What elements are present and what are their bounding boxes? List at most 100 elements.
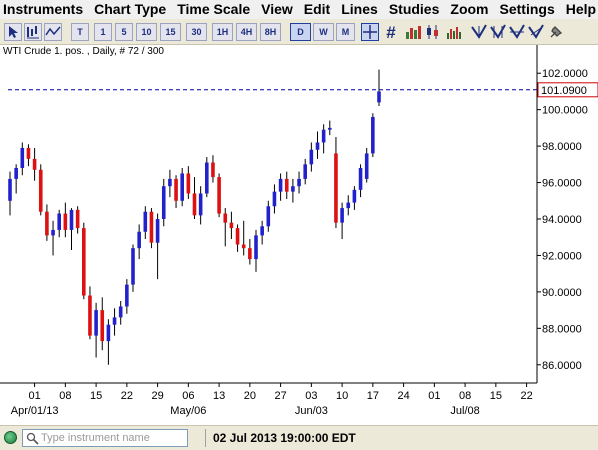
timeframe-button-30[interactable]: 30 bbox=[186, 23, 207, 41]
date-tick-label: 22 bbox=[520, 390, 532, 402]
candle-body bbox=[192, 193, 197, 216]
candle-body bbox=[205, 162, 209, 194]
hash-icon[interactable]: # bbox=[382, 23, 400, 41]
candle-body bbox=[45, 211, 49, 236]
pin-icon[interactable] bbox=[547, 23, 565, 41]
date-tick-label: 06 bbox=[182, 390, 194, 402]
status-separator bbox=[205, 429, 206, 447]
date-tick-label: 10 bbox=[336, 390, 348, 402]
candle-body bbox=[315, 142, 320, 150]
candle-body bbox=[180, 173, 184, 201]
date-tick-label: 24 bbox=[397, 390, 409, 402]
timeframe-button-4h[interactable]: 4H bbox=[236, 23, 257, 41]
candle-body bbox=[223, 213, 228, 223]
candle-body bbox=[51, 229, 55, 236]
candle-body bbox=[20, 147, 25, 168]
instrument-search-input[interactable] bbox=[41, 430, 186, 446]
connection-status-icon bbox=[4, 431, 17, 444]
timeframe-button-d[interactable]: D bbox=[290, 23, 311, 41]
menu-time-scale[interactable]: Time Scale bbox=[177, 1, 251, 17]
candle-body bbox=[38, 169, 43, 212]
candle-body bbox=[278, 178, 283, 192]
timeframe-button-5[interactable]: 5 bbox=[115, 23, 133, 41]
price-chart[interactable]: 102.0000 100.0000 98.0000 96.0000 94.0000 92.… bbox=[0, 45, 598, 425]
candle-body bbox=[266, 206, 271, 227]
candle-body bbox=[321, 129, 326, 143]
timeframe-button-m[interactable]: M bbox=[336, 23, 355, 41]
candle-icon[interactable] bbox=[424, 23, 442, 41]
chart-arrow-icon[interactable] bbox=[24, 23, 42, 41]
plot-background bbox=[8, 55, 537, 383]
instrument-search-box[interactable] bbox=[22, 429, 188, 447]
menu-view[interactable]: View bbox=[261, 1, 293, 17]
candle-body bbox=[100, 310, 105, 342]
current-price-label: 101.0900 bbox=[541, 85, 587, 97]
price-tick-label: 88.0000 bbox=[542, 323, 582, 335]
candle-body bbox=[284, 178, 289, 192]
tool-c-icon[interactable] bbox=[508, 23, 526, 41]
timeframe-button-t[interactable]: T bbox=[71, 23, 89, 41]
candle-body bbox=[161, 186, 166, 219]
timeframe-button-15[interactable]: 15 bbox=[160, 23, 181, 41]
price-tick-label: 94.0000 bbox=[542, 214, 582, 226]
price-tick-label: 90.0000 bbox=[542, 287, 582, 299]
zigzag-icon[interactable] bbox=[44, 23, 62, 41]
candle-body bbox=[94, 310, 98, 336]
crosshair-icon[interactable] bbox=[361, 23, 379, 41]
candle-body bbox=[131, 248, 135, 285]
candle-body bbox=[186, 173, 191, 194]
menu-zoom[interactable]: Zoom bbox=[450, 1, 489, 17]
candle-body bbox=[8, 178, 12, 201]
timeframe-button-8h[interactable]: 8H bbox=[260, 23, 281, 41]
chart-area[interactable]: 102.0000 100.0000 98.0000 96.0000 94.0000 92.… bbox=[0, 45, 598, 425]
candle-body bbox=[106, 324, 111, 342]
price-tick-label: 92.0000 bbox=[542, 250, 582, 262]
timeframe-button-10[interactable]: 10 bbox=[136, 23, 157, 41]
cursor-zoom-icon[interactable] bbox=[4, 23, 22, 41]
candle-body bbox=[328, 127, 332, 130]
candle-body bbox=[137, 231, 141, 249]
candle-body bbox=[69, 209, 74, 230]
menu-instruments[interactable]: Instruments bbox=[3, 1, 84, 17]
menu-studies[interactable]: Studies bbox=[388, 1, 440, 17]
candle-body bbox=[346, 202, 351, 209]
date-tick-label: 15 bbox=[490, 390, 502, 402]
candle-body bbox=[303, 164, 307, 179]
candle-body bbox=[340, 208, 344, 223]
search-icon bbox=[26, 432, 39, 445]
date-tick-label: 01 bbox=[28, 390, 40, 402]
tool-b-icon[interactable] bbox=[489, 23, 507, 41]
candle-body bbox=[217, 177, 221, 214]
candle-body bbox=[241, 244, 246, 249]
menu-help[interactable]: Help bbox=[565, 1, 597, 17]
month-label: Jul/08 bbox=[450, 405, 479, 417]
date-tick-label: 08 bbox=[59, 390, 71, 402]
month-label: Apr/01/13 bbox=[11, 405, 59, 417]
date-tick-label: 27 bbox=[274, 390, 286, 402]
price-tick-label: 98.0000 bbox=[542, 141, 582, 153]
tool-a-icon[interactable] bbox=[470, 23, 488, 41]
menu-lines[interactable]: Lines bbox=[341, 1, 378, 17]
date-tick-label: 20 bbox=[244, 390, 256, 402]
date-tick-label: 08 bbox=[459, 390, 471, 402]
candle-body bbox=[112, 317, 117, 325]
month-label: Jun/03 bbox=[295, 405, 328, 417]
candle-body bbox=[88, 295, 92, 336]
menu-settings[interactable]: Settings bbox=[499, 1, 555, 17]
candle-body bbox=[32, 158, 37, 170]
candle-body bbox=[125, 284, 129, 307]
timeframe-button-1[interactable]: 1 bbox=[94, 23, 112, 41]
volume-icon[interactable] bbox=[446, 23, 464, 41]
timeframe-button-1h[interactable]: 1H bbox=[212, 23, 233, 41]
timeframe-button-w[interactable]: W bbox=[313, 23, 334, 41]
candle-body bbox=[118, 306, 123, 318]
menu-chart-type[interactable]: Chart Type bbox=[94, 1, 167, 17]
status-bar: 02 Jul 2013 19:00:00 EDT bbox=[0, 425, 598, 450]
tool-d-icon[interactable] bbox=[527, 23, 545, 41]
candle-body bbox=[371, 116, 375, 154]
candle-body bbox=[143, 211, 148, 232]
bar-chart-icon[interactable] bbox=[404, 23, 422, 41]
candle-body bbox=[57, 213, 61, 230]
candle-body bbox=[364, 153, 369, 179]
menu-edit[interactable]: Edit bbox=[303, 1, 331, 17]
